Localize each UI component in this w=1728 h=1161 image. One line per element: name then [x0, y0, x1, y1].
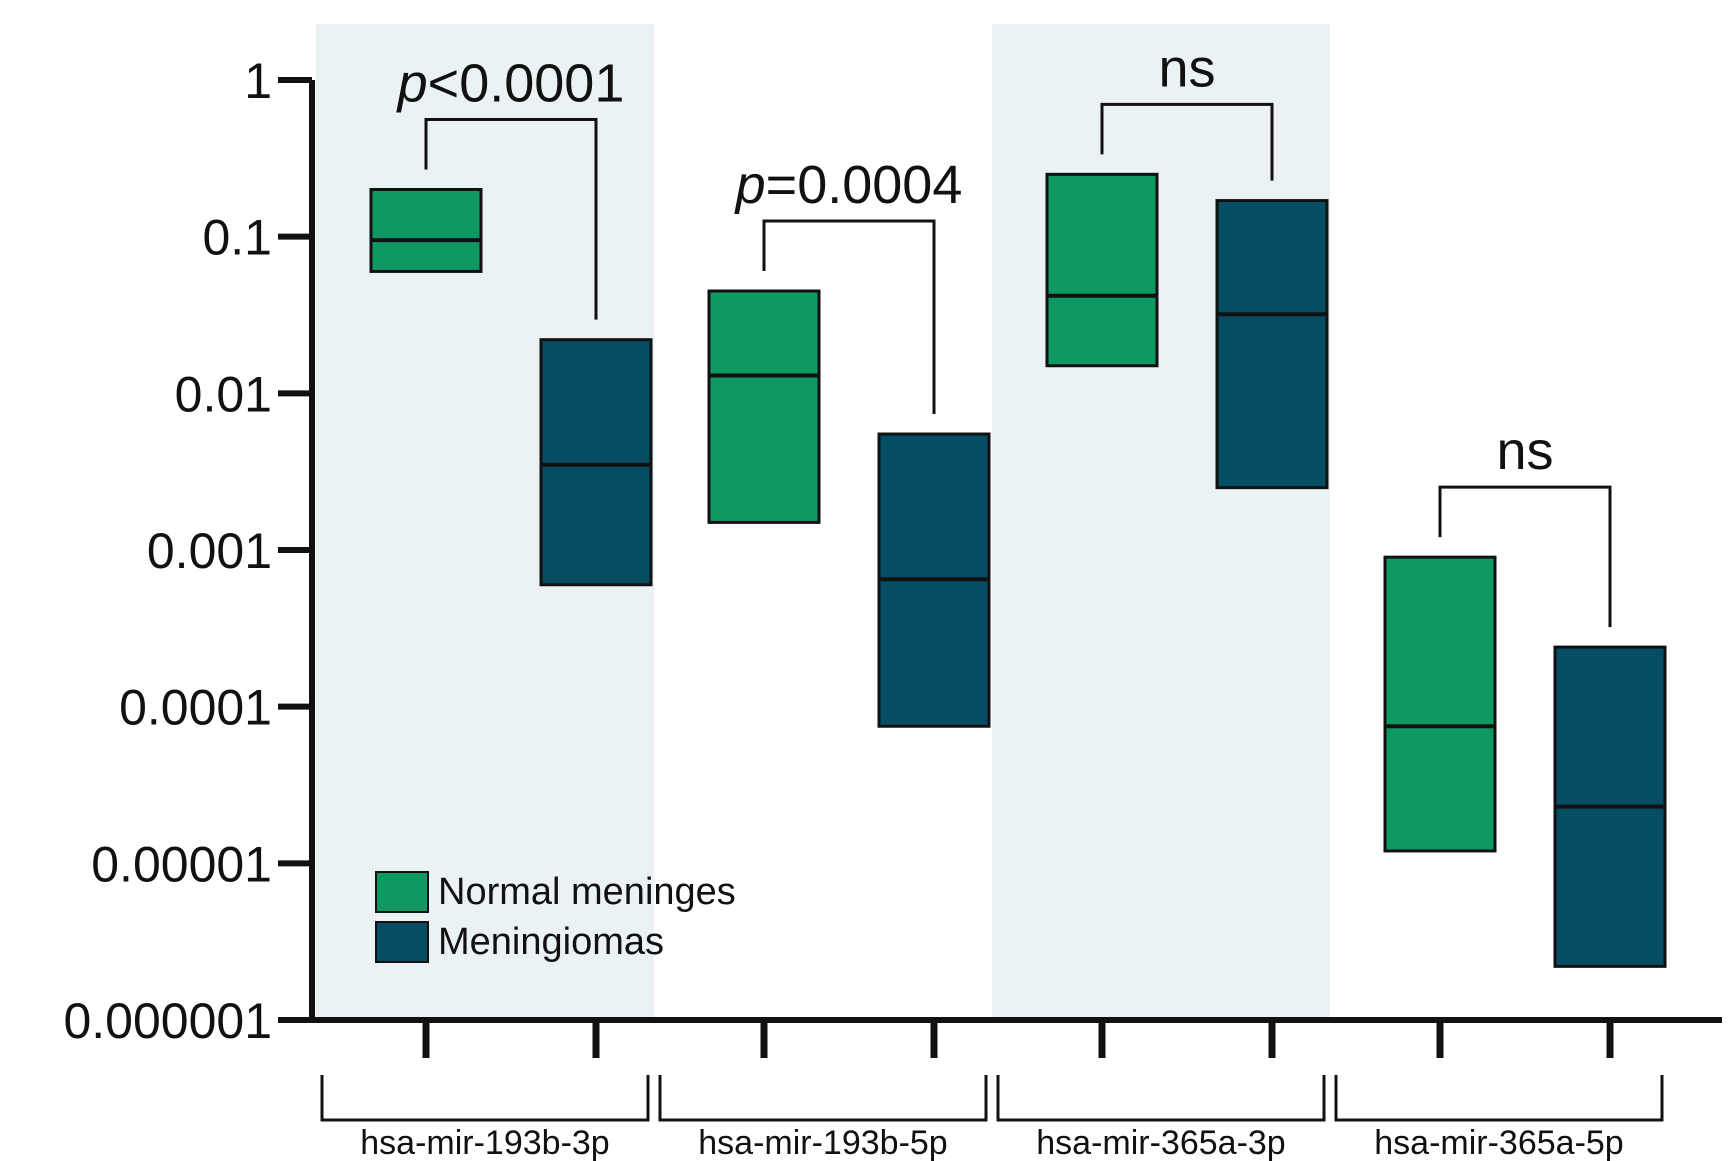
significance-bracket: [424, 118, 598, 320]
box-1-0: [539, 338, 653, 587]
axes-layer: 1 0.1 0.01 0.001 0.0001 0.00001 0.000001 hsa-mi…: [63, 53, 1722, 1161]
y-tick-label: 1: [244, 53, 272, 109]
significance-label: p<0.0001: [396, 54, 625, 114]
significance-value: ns: [1496, 421, 1553, 481]
group-label: hsa-mir-365a-3p: [1036, 1124, 1285, 1161]
legend-label: Meningiomas: [438, 921, 664, 963]
significance-label: p=0.0004: [734, 155, 963, 215]
group-label: hsa-mir-193b-3p: [360, 1124, 609, 1161]
significance-label: ns: [1496, 421, 1553, 481]
group-shade-band: [992, 24, 1330, 1020]
p-symbol: p: [734, 155, 766, 215]
legend-swatch: [375, 921, 429, 963]
significance-bracket: [762, 219, 936, 415]
y-tick-label: 0.1: [202, 210, 272, 266]
significance-label: ns: [1158, 38, 1215, 98]
box-1-2: [1215, 199, 1329, 490]
group-bracket: [1334, 1075, 1664, 1122]
significance-value: =0.0004: [766, 155, 963, 215]
significance-bracket: [1100, 102, 1274, 181]
legend-swatch: [375, 871, 429, 913]
y-tick-label: 0.01: [175, 366, 272, 422]
legend: Normal meninges Meningiomas: [375, 871, 736, 963]
group-label: hsa-mir-365a-5p: [1374, 1124, 1623, 1161]
group-label: hsa-mir-193b-5p: [698, 1124, 947, 1161]
group-bracket: [996, 1075, 1326, 1122]
significance-value: ns: [1158, 38, 1215, 98]
group-bracket: [320, 1075, 650, 1122]
y-tick-label: 0.000001: [63, 993, 272, 1049]
box-0-0: [369, 188, 483, 273]
box-0-1: [707, 289, 821, 524]
group-bracket: [658, 1075, 988, 1122]
boxes-layer: [369, 172, 1667, 968]
y-tick-label: 0.0001: [119, 680, 272, 736]
box-0-3: [1383, 555, 1497, 853]
legend-label: Normal meninges: [438, 871, 736, 913]
y-tick-label: 0.001: [147, 523, 272, 579]
p-symbol: p: [396, 54, 428, 114]
box-0-2: [1045, 172, 1159, 368]
significance-bracket: [1438, 485, 1612, 628]
y-tick-label: 0.00001: [91, 836, 272, 892]
significance-value: <0.0001: [428, 54, 625, 114]
